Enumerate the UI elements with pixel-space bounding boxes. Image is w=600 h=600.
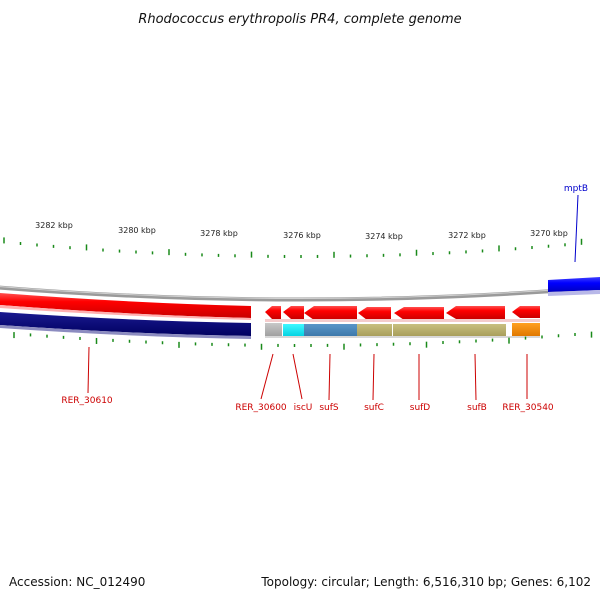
gene-arrow-sufB[interactable] <box>446 306 505 319</box>
cds-track-shadow <box>265 336 540 338</box>
map-title: Rhodococcus erythropolis PR4, complete g… <box>138 12 461 27</box>
gene-arrow-mptB[interactable] <box>548 277 600 292</box>
gene-arrow-RER_30600[interactable] <box>265 306 281 319</box>
scale-labels: 3282 kbp 3280 kbp 3278 kbp 3276 kbp 3274… <box>35 221 568 241</box>
leader-line-RER_30600 <box>260 353 274 400</box>
gene-label-RER_30600[interactable]: RER_30600 <box>235 403 287 413</box>
gene-label-sufS[interactable]: sufS <box>319 403 339 413</box>
cds-block-RER_30610[interactable] <box>0 312 251 336</box>
cds-block-iscU[interactable] <box>283 324 304 337</box>
gene-label-iscU[interactable]: iscU <box>294 403 313 413</box>
gene-label-sufD[interactable]: sufD <box>410 403 431 413</box>
cds-block-sufD[interactable] <box>393 324 445 337</box>
gene-arrow-RER_30540[interactable] <box>512 306 540 318</box>
cds-block-RER_30540[interactable] <box>512 323 540 336</box>
genome-backbone-outer <box>0 285 600 302</box>
gene-arrow-sufD[interactable] <box>394 307 444 320</box>
scale-label-3272: 3272 kbp <box>448 231 486 240</box>
cds-block-sufB[interactable] <box>445 324 506 337</box>
cds-block-RER_30600[interactable] <box>265 323 282 336</box>
gene-label-sufC[interactable]: sufC <box>364 403 384 413</box>
gene-shadow-RER_30610 <box>0 305 251 320</box>
leader-line-RER_30610 <box>87 346 90 394</box>
scale-label-3278: 3278 kbp <box>200 229 238 238</box>
gene-leader-lines <box>87 346 528 401</box>
genome-summary-text: Topology: circular; Length: 6,516,310 bp… <box>260 575 591 589</box>
genome-backbone-highlight <box>0 286 600 299</box>
gene-arrow-iscU[interactable] <box>283 306 304 319</box>
gene-arrow-sufS[interactable] <box>304 306 357 320</box>
cds-shadow-RER_30610 <box>0 325 251 339</box>
reverse-strand-shadow <box>265 319 540 322</box>
gene-arrow-sufC[interactable] <box>358 307 391 320</box>
gene-label-RER_30610[interactable]: RER_30610 <box>61 396 113 406</box>
leader-line-iscU <box>292 353 303 400</box>
gene-label-mptB[interactable]: mptB <box>564 184 588 194</box>
gene-shadow-mptB <box>548 290 600 296</box>
scale-label-3280: 3280 kbp <box>118 226 156 235</box>
leader-line-sufC <box>372 353 375 401</box>
cds-block-sufC[interactable] <box>357 324 392 337</box>
scale-label-3282: 3282 kbp <box>35 221 73 230</box>
gene-label-RER_30540[interactable]: RER_30540 <box>502 403 554 413</box>
cds-block-sufS[interactable] <box>304 324 357 337</box>
gene-label-sufB[interactable]: sufB <box>467 403 487 413</box>
leader-line-sufB <box>474 353 477 401</box>
accession-text: Accession: NC_012490 <box>9 575 145 589</box>
scale-label-3270: 3270 kbp <box>530 229 568 238</box>
lower-tick-marks <box>13 331 593 350</box>
leader-line-sufS <box>328 353 331 401</box>
gene-arrow-RER_30610[interactable] <box>0 293 251 318</box>
scale-label-3276: 3276 kbp <box>283 231 321 240</box>
leader-line-mptB <box>574 194 579 263</box>
gene-labels-reverse: RER_30610 RER_30600 iscU sufS sufC sufD … <box>61 396 554 413</box>
upper-tick-marks <box>3 237 583 258</box>
scale-label-3274: 3274 kbp <box>365 232 403 241</box>
